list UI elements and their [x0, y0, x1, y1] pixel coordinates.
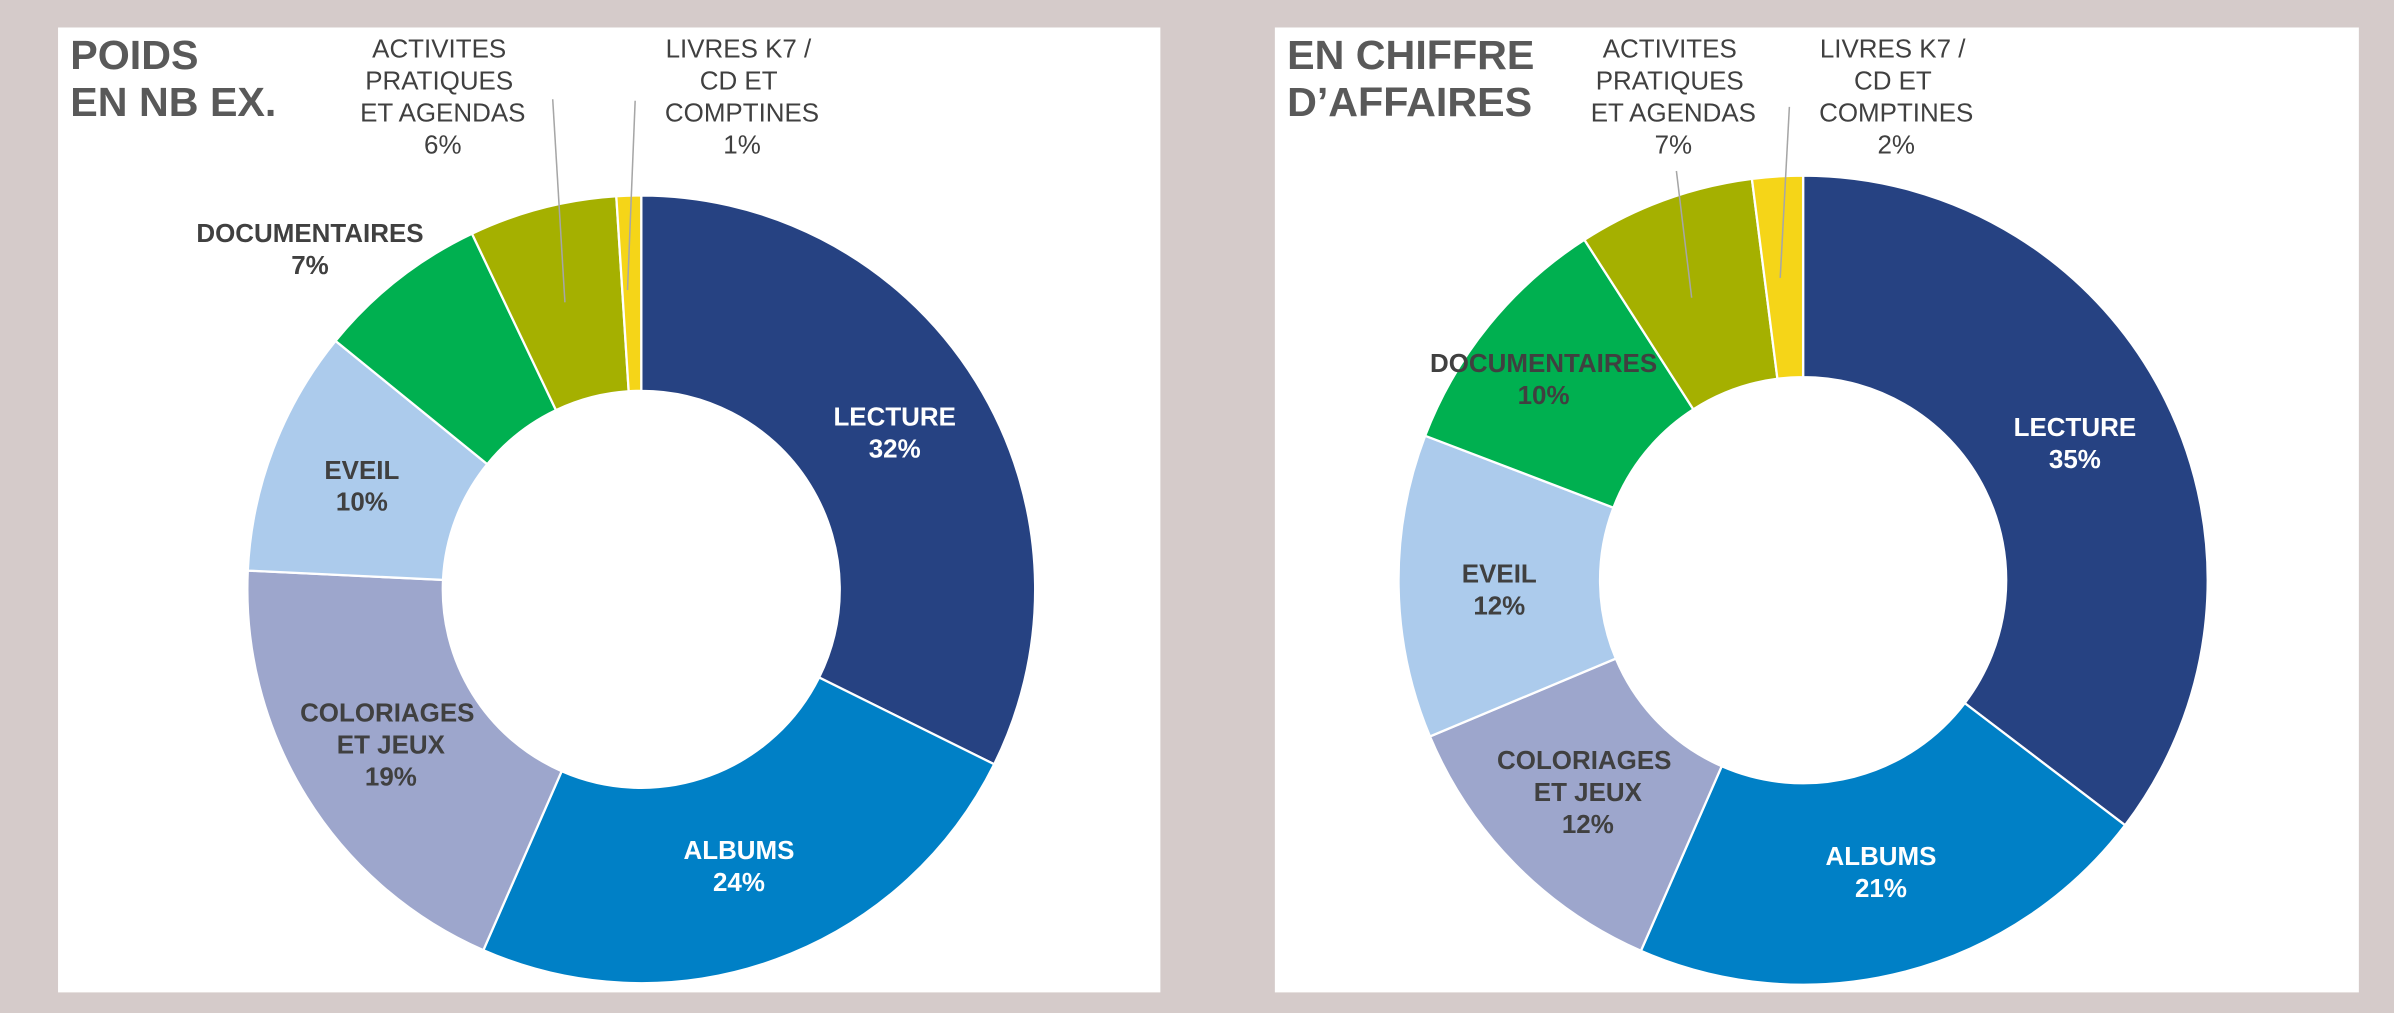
slice-label: ACTIVITES PRATIQUES ET AGENDAS: [360, 35, 525, 127]
value-label: 10%: [1518, 382, 1570, 410]
slice-label: ALBUMS: [1826, 843, 1937, 871]
slice-label: LECTURE: [833, 403, 955, 431]
chart-title: EN NB EX.: [70, 79, 276, 125]
leader-line: [1675, 170, 1693, 298]
slice-label: COLORIAGES ET JEUX: [1497, 747, 1679, 807]
slice: [246, 339, 489, 582]
value-label: 12%: [1473, 593, 1525, 621]
leader-line: [1779, 106, 1791, 278]
slice: [1639, 701, 2127, 986]
value-label: 21%: [1855, 875, 1907, 903]
slice: [481, 675, 996, 985]
value-label: 24%: [713, 869, 765, 897]
value-label: 19%: [365, 764, 417, 792]
slice-label: EVEIL: [1462, 560, 1537, 588]
chart-title: EN CHIFFRE: [1287, 32, 1534, 78]
leader-line: [551, 99, 566, 303]
slice-label: LECTURE: [2014, 414, 2136, 442]
slice: [1428, 657, 1724, 953]
slice-label: ALBUMS: [683, 837, 794, 865]
value-label: 1%: [723, 131, 761, 159]
slice-label: DOCUMENTAIRES: [1430, 350, 1657, 378]
value-label: 7%: [1655, 131, 1693, 159]
slice: [246, 569, 564, 952]
slice-label: LIVRES K7 / CD ET COMPTINES: [665, 35, 819, 127]
slice-label: COLORIAGES ET JEUX: [300, 699, 482, 759]
leader-line: [626, 100, 636, 291]
chart-title: D’AFFAIRES: [1287, 79, 1532, 125]
value-label: 32%: [869, 435, 921, 463]
chart-title: POIDS: [70, 32, 198, 78]
slice: [1397, 434, 1618, 738]
value-label: 6%: [424, 131, 462, 159]
slice: [1801, 174, 2209, 827]
slice: [615, 194, 643, 393]
value-label: 12%: [1562, 811, 1614, 839]
slice-label: LIVRES K7 / CD ET COMPTINES: [1819, 35, 1973, 127]
value-label: 2%: [1878, 131, 1915, 159]
slice-label: EVEIL: [324, 457, 399, 485]
value-label: 7%: [291, 252, 329, 280]
value-label: 35%: [2049, 446, 2101, 474]
slice-label: DOCUMENTAIRES: [196, 220, 423, 248]
value-label: 10%: [336, 489, 388, 517]
slice-label: ACTIVITES PRATIQUES ET AGENDAS: [1591, 35, 1756, 127]
slice: [1750, 174, 1805, 381]
slice: [640, 194, 1037, 766]
